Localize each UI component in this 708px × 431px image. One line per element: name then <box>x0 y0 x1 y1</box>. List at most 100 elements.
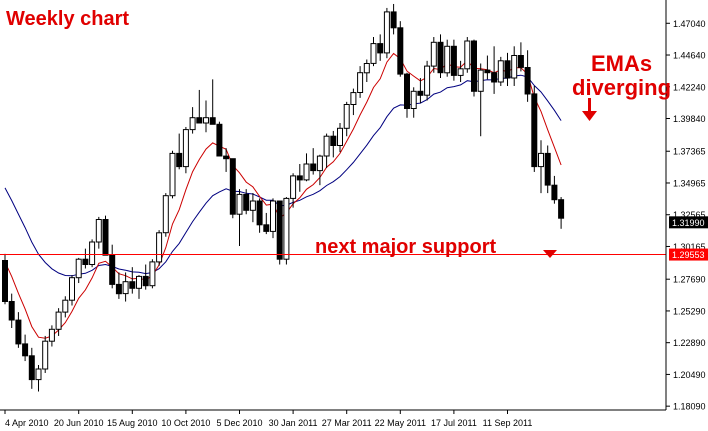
candle <box>497 56 504 86</box>
candle <box>417 78 424 104</box>
candle-body <box>464 40 471 70</box>
candle <box>189 107 196 134</box>
candle <box>149 259 156 289</box>
candle-body <box>176 152 183 168</box>
candle <box>357 66 364 98</box>
candle <box>156 230 163 266</box>
candle <box>383 7 390 59</box>
candle <box>350 88 357 116</box>
candle <box>477 63 484 137</box>
y-tick-label: 1.39840 <box>673 114 706 124</box>
candle-body <box>35 368 42 381</box>
candle-body <box>89 241 96 265</box>
candle-body <box>249 200 256 211</box>
candle-body <box>142 275 149 287</box>
candle-body <box>8 301 15 321</box>
candle-body <box>558 199 565 219</box>
candle-body <box>2 260 8 302</box>
candle-body <box>337 127 343 147</box>
candle-body <box>397 27 404 75</box>
y-tick-label: 1.37365 <box>673 147 706 157</box>
candle-body <box>343 104 350 129</box>
candle <box>397 21 404 77</box>
x-tick-label: 10 Oct 2010 <box>161 418 210 428</box>
candle <box>270 198 276 239</box>
candle <box>484 55 491 80</box>
support-line-group <box>0 98 666 258</box>
candle <box>196 89 203 124</box>
candle-body <box>404 73 410 109</box>
candle-body <box>383 11 390 54</box>
candle <box>176 133 183 170</box>
x-tick-label: 4 Apr 2010 <box>5 418 49 428</box>
candle <box>390 3 397 35</box>
candle-body <box>350 92 357 105</box>
candle <box>276 200 283 265</box>
candle <box>363 59 370 82</box>
candle <box>303 153 310 182</box>
candle <box>430 37 437 73</box>
candle <box>209 79 216 125</box>
y-tick-label: 1.42240 <box>673 82 706 92</box>
candle <box>538 140 544 194</box>
candle <box>42 335 49 373</box>
candle-body <box>437 41 444 74</box>
candle <box>115 272 122 299</box>
x-tick-label: 11 Sep 2011 <box>483 418 533 428</box>
candle <box>142 264 149 290</box>
candle <box>48 325 55 347</box>
ema-diverging-note: EMAs diverging <box>572 52 671 100</box>
y-tick-label: 1.44640 <box>673 51 706 61</box>
candle-body <box>283 197 290 260</box>
candle <box>471 39 477 97</box>
support-note: next major support <box>315 236 497 258</box>
candle-body <box>424 65 431 96</box>
candle <box>82 248 89 269</box>
candle <box>229 158 236 219</box>
candle-body <box>48 328 55 342</box>
candle-body <box>109 254 116 285</box>
y-tick-label: 1.30165 <box>673 242 706 252</box>
candle-body <box>189 117 196 131</box>
x-tick-label: 27 Mar 2011 <box>322 418 372 428</box>
candle-body <box>69 277 75 301</box>
y-tick-label: 1.27690 <box>673 275 706 285</box>
candle <box>504 52 511 86</box>
candle <box>337 123 343 153</box>
candle-body <box>196 117 203 124</box>
candle-body <box>497 60 504 83</box>
ema-arrow-head <box>582 111 597 121</box>
candle <box>551 175 558 204</box>
candle-body <box>444 45 451 74</box>
candle-body <box>102 219 109 256</box>
candle <box>109 244 116 289</box>
support-arrow <box>543 250 557 258</box>
candle <box>310 148 317 175</box>
ema-note-line-1: EMAs <box>590 51 653 76</box>
candle <box>223 148 230 172</box>
candle <box>404 72 410 118</box>
candle-body <box>209 117 216 125</box>
candle <box>15 312 22 348</box>
candle-body <box>42 340 49 370</box>
candle <box>75 257 82 284</box>
ema-fast-line <box>4 52 562 339</box>
candle-body <box>15 319 22 345</box>
candle-body <box>223 155 230 160</box>
candle <box>162 193 169 237</box>
candle-body <box>95 219 102 243</box>
candle-body <box>390 11 397 29</box>
candle-body <box>55 311 62 330</box>
candle-body <box>544 152 551 186</box>
candle-body <box>517 55 524 68</box>
candle <box>558 197 565 229</box>
candle <box>122 272 129 302</box>
candles <box>2 3 565 392</box>
candle-body <box>229 158 236 215</box>
candle-body <box>149 261 156 287</box>
candle <box>491 46 498 94</box>
current-price-label-box <box>669 216 708 229</box>
ema-note-line-2: diverging <box>572 75 672 100</box>
y-tick-label: 1.20490 <box>673 370 706 380</box>
